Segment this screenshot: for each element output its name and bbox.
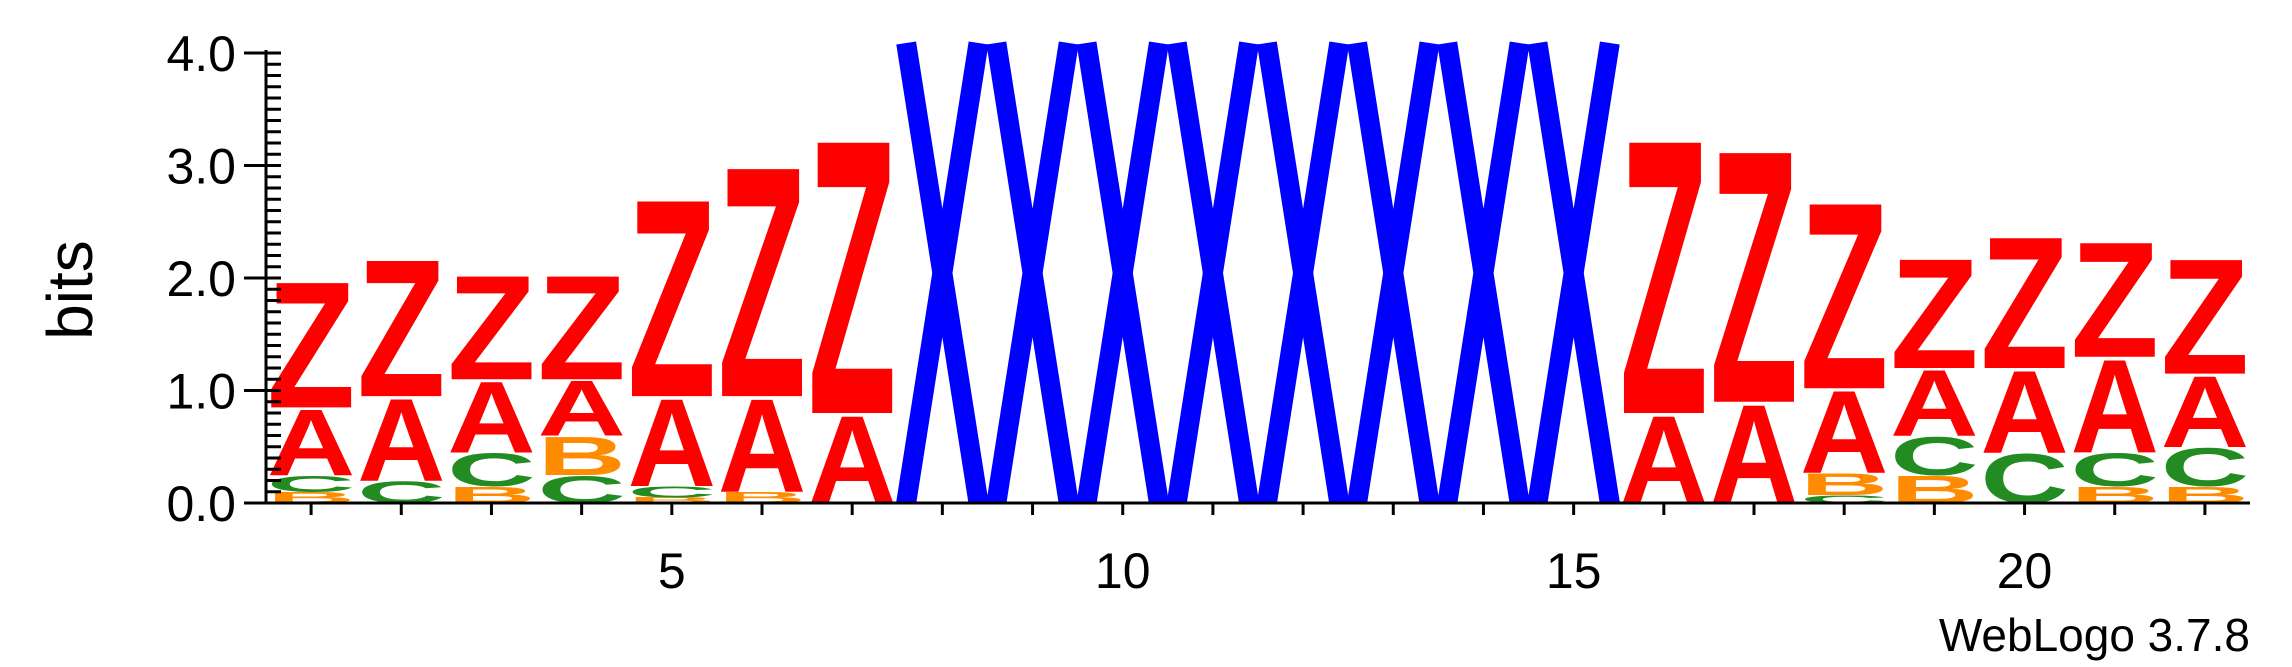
- y-tick-label: 4.0: [166, 26, 236, 82]
- glyph-A-pos-18: A: [1800, 367, 1888, 498]
- glyph-Z-pos-17: Z: [1710, 76, 1798, 479]
- glyph-Z-pos-21: Z: [2071, 208, 2159, 392]
- glyph-X-pos-12: [1257, 41, 1350, 505]
- glyph-B-pos-4: B: [537, 426, 625, 487]
- glyph-Z-pos-16: Z: [1620, 57, 1708, 496]
- x-tick-label: 15: [1546, 543, 1602, 599]
- glyph-A-pos-22: A: [2161, 354, 2249, 468]
- glyph-A-pos-2: A: [357, 375, 445, 506]
- glyph-C-pos-21: C: [2071, 443, 2159, 496]
- glyph-B-pos-18: B: [1800, 467, 1888, 502]
- glyph-Z-pos-2: Z: [357, 218, 445, 438]
- glyph-C-pos-22: C: [2161, 437, 2249, 498]
- y-axis-label: bits: [34, 240, 106, 340]
- glyph-Z-pos-22: Z: [2161, 225, 2249, 409]
- glyph-Z-pos-1: Z: [267, 244, 355, 446]
- axis-layer: 0.0 1.0 2.0 3.0 4.0 5 10 15 20: [166, 26, 2250, 599]
- x-tick-label: 10: [1095, 543, 1151, 599]
- glyph-X-pos-15: [1527, 41, 1620, 505]
- glyph-A-pos-6: A: [718, 372, 806, 521]
- glyph-Z-pos-19: Z: [1890, 225, 1978, 401]
- x-tick-label: 20: [1997, 543, 2053, 599]
- glyph-B-pos-5: B: [628, 496, 716, 505]
- glyph-C-pos-5: C: [628, 483, 716, 500]
- glyph-X-pos-8: [896, 41, 989, 505]
- glyph-Z-pos-5: Z: [628, 141, 716, 457]
- glyph-X-pos-9: [986, 41, 1079, 505]
- glyph-X-pos-14: [1437, 41, 1530, 505]
- glyph-Z-pos-7: Z: [808, 57, 896, 496]
- y-tick-label: 1.0: [166, 364, 236, 420]
- glyph-C-pos-1: C: [267, 470, 355, 496]
- y-tick-label: 0.0: [166, 476, 236, 532]
- glyph-Z-pos-6: Z: [718, 97, 806, 466]
- glyph-A-pos-21: A: [2071, 332, 2159, 481]
- glyph-C-pos-3: C: [447, 443, 535, 496]
- x-tick-label: 5: [658, 543, 686, 599]
- glyph-Z-pos-18: Z: [1800, 147, 1888, 445]
- glyph-A-pos-4: A: [537, 364, 625, 452]
- y-tick-label: 3.0: [166, 139, 236, 195]
- glyph-Z-pos-20: Z: [1980, 197, 2068, 408]
- glyph-A-pos-20: A: [1980, 346, 2068, 477]
- glyph-A-pos-3: A: [447, 360, 535, 474]
- glyph-A-pos-1: A: [267, 390, 355, 495]
- glyph-A-pos-19: A: [1890, 351, 1978, 456]
- glyph-X-pos-11: [1166, 41, 1259, 505]
- y-tick-label: 2.0: [166, 251, 236, 307]
- glyph-A-pos-5: A: [628, 374, 716, 514]
- glyph-X-pos-13: [1347, 41, 1440, 505]
- glyph-Z-pos-4: Z: [537, 245, 625, 412]
- glyph-C-pos-19: C: [1890, 426, 1978, 487]
- weblogo-version: WebLogo 3.7.8: [1939, 609, 2250, 661]
- glyph-Z-pos-3: Z: [447, 245, 535, 412]
- glyph-X-pos-10: [1076, 41, 1169, 505]
